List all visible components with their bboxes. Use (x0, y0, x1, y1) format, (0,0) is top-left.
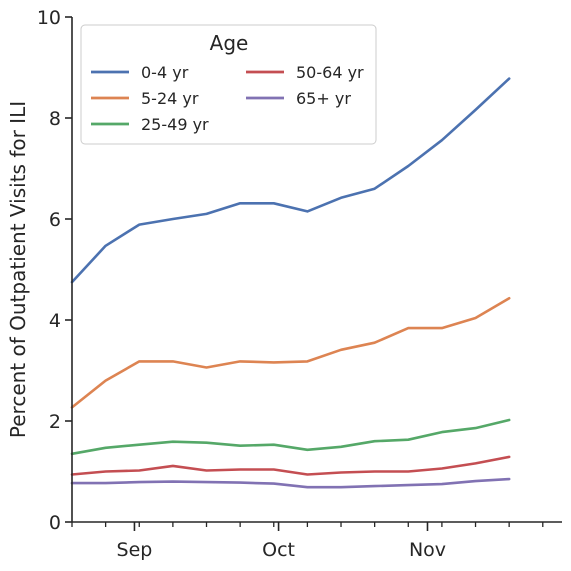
legend-label: 5-24 yr (141, 89, 199, 108)
y-tick-label: 4 (49, 310, 61, 332)
legend-label: 0-4 yr (141, 63, 189, 82)
y-tick-label: 2 (49, 411, 61, 433)
x-tick-label: Oct (262, 539, 295, 561)
series-line (70, 296, 511, 409)
legend-title: Age (210, 31, 249, 55)
x-ticks: Sep Oct Nov (71, 522, 544, 561)
axes: 0 2 4 6 8 10 Sep Oct Nov (37, 7, 562, 561)
x-tick-label: Nov (409, 539, 446, 561)
plot-lines (70, 77, 511, 489)
series-line (70, 77, 511, 284)
series-line (70, 477, 511, 489)
x-tick-label: Sep (117, 539, 153, 561)
legend-label: 65+ yr (296, 89, 351, 108)
legend: Age 0-4 yr 5-24 yr 25-49 yr 50-64 yr 65+ yr (80, 24, 377, 145)
legend-label: 50-64 yr (296, 63, 364, 82)
y-tick-label: 6 (49, 209, 61, 231)
y-axis-label: Percent of Outpatient Visits for ILI (6, 101, 30, 438)
y-tick-label: 8 (49, 108, 61, 130)
series-line (70, 418, 511, 456)
y-tick-label: 0 (49, 512, 61, 534)
legend-items: 0-4 yr 5-24 yr 25-49 yr 50-64 yr 65+ yr (91, 63, 364, 134)
legend-label: 25-49 yr (141, 115, 209, 134)
y-tick-label: 10 (37, 7, 61, 29)
y-ticks: 0 2 4 6 8 10 (37, 7, 72, 534)
series-line (70, 455, 511, 476)
legend-box (80, 24, 377, 145)
